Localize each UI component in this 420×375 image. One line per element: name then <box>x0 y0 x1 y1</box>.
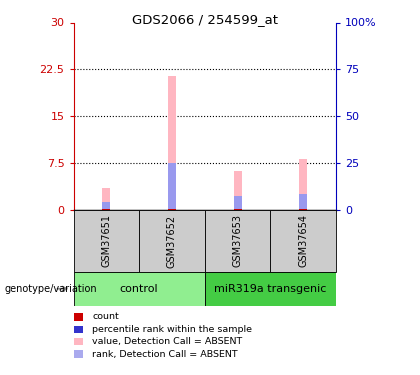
Bar <box>168 163 176 210</box>
Text: rank, Detection Call = ABSENT: rank, Detection Call = ABSENT <box>92 350 238 358</box>
Text: GSM37651: GSM37651 <box>101 214 111 267</box>
Text: miR319a transgenic: miR319a transgenic <box>214 284 327 294</box>
Text: GSM37654: GSM37654 <box>298 214 308 267</box>
Text: value, Detection Call = ABSENT: value, Detection Call = ABSENT <box>92 337 243 346</box>
Bar <box>102 209 110 210</box>
Bar <box>139 210 205 272</box>
Bar <box>102 202 110 210</box>
Bar <box>102 188 110 210</box>
Text: genotype/variation: genotype/variation <box>4 284 97 294</box>
Text: GSM37652: GSM37652 <box>167 214 177 267</box>
Text: percentile rank within the sample: percentile rank within the sample <box>92 325 252 334</box>
Bar <box>299 194 307 210</box>
Bar <box>299 209 307 210</box>
Text: count: count <box>92 312 119 321</box>
Bar <box>74 210 139 272</box>
Bar <box>299 159 307 210</box>
Bar <box>168 76 176 210</box>
Bar <box>234 171 241 210</box>
Bar <box>74 272 205 306</box>
Text: GSM37653: GSM37653 <box>233 214 243 267</box>
Bar <box>234 196 241 210</box>
Bar <box>205 272 336 306</box>
Bar <box>168 209 176 210</box>
Text: GDS2066 / 254599_at: GDS2066 / 254599_at <box>132 13 278 26</box>
Bar <box>270 210 336 272</box>
Text: control: control <box>120 284 158 294</box>
Bar <box>205 210 270 272</box>
Bar <box>234 209 241 210</box>
